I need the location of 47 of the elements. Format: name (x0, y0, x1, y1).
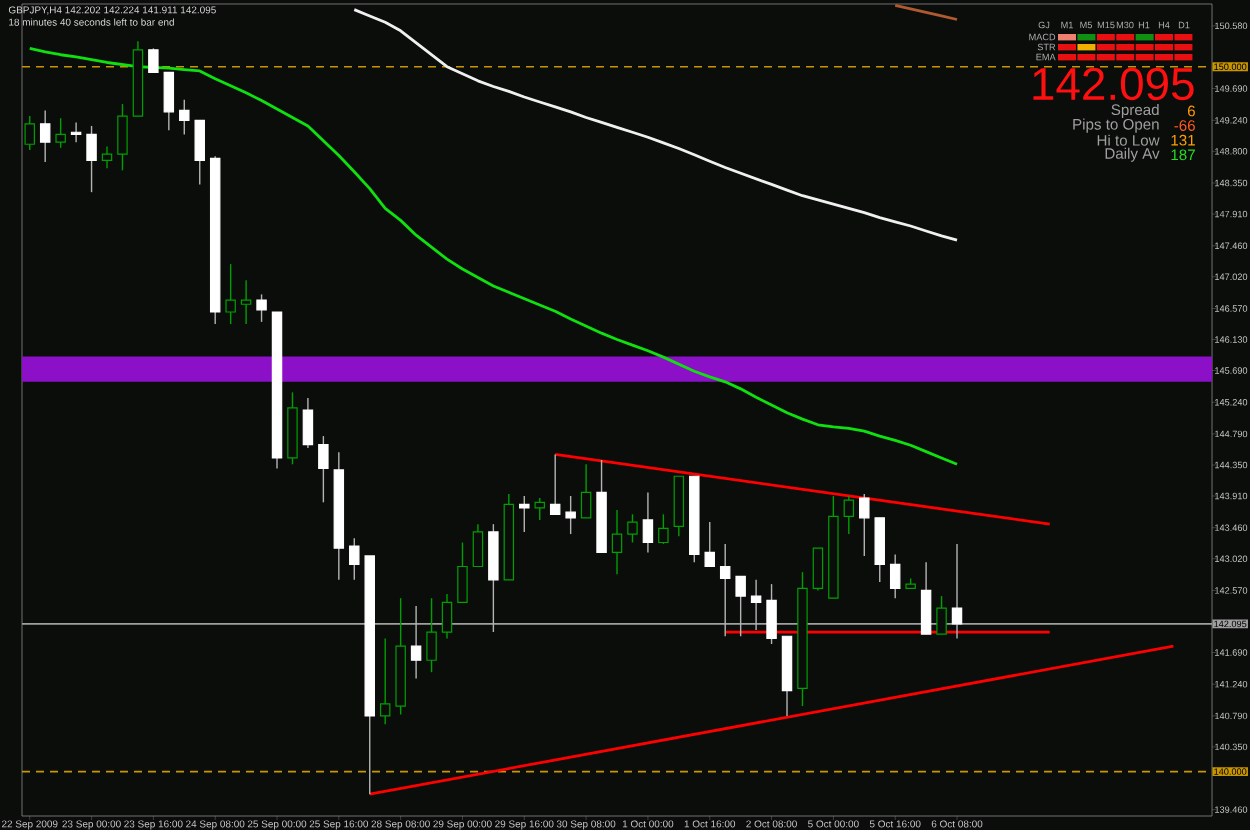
candlestick (318, 435, 329, 504)
candlestick (580, 463, 592, 519)
candlestick (549, 453, 561, 516)
candlestick (225, 263, 236, 325)
candlestick (658, 513, 669, 545)
candlestick (611, 509, 623, 575)
candlestick (627, 513, 638, 544)
candlestick (920, 561, 932, 635)
candlestick (750, 579, 762, 631)
candlestick (519, 495, 530, 533)
candlestick (488, 523, 499, 633)
candlestick (55, 117, 66, 149)
candlestick (117, 103, 128, 172)
candlestick (39, 109, 51, 163)
candlestick (766, 583, 777, 645)
candlestick (642, 491, 654, 554)
candlestick (441, 593, 453, 640)
candlestick (859, 493, 870, 557)
candlestick (379, 637, 391, 726)
annotation: 142.095 (1033, 67, 1194, 101)
candlestick (256, 293, 267, 323)
candlestick (735, 575, 746, 637)
candlestick (951, 543, 963, 640)
candlestick (936, 595, 947, 635)
candlestick (349, 537, 360, 581)
candlestick (874, 517, 885, 583)
candlestick (565, 495, 576, 535)
candlestick (163, 71, 175, 131)
candlestick (70, 121, 82, 143)
candlestick (24, 115, 35, 151)
candlestick (194, 119, 205, 186)
candlestick (843, 495, 855, 535)
candlestick (240, 279, 252, 325)
candlestick (302, 397, 314, 449)
candlestick (426, 597, 437, 673)
candlestick (534, 497, 545, 521)
candlestick (472, 523, 484, 568)
candlestick (719, 543, 731, 637)
candlestick (812, 547, 824, 592)
candlestick (457, 541, 468, 604)
candlestick (410, 605, 422, 680)
candlestick (889, 553, 901, 599)
candlestick (86, 125, 97, 193)
candlestick (704, 521, 715, 568)
candlestick (101, 145, 113, 169)
candlestick (148, 47, 159, 74)
candlestick (179, 99, 190, 136)
